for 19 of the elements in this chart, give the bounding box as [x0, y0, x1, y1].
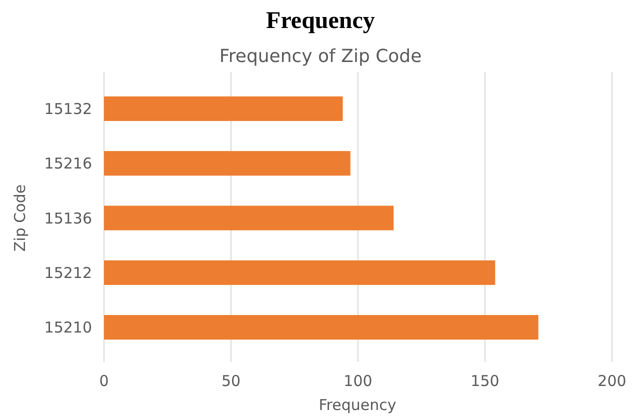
x-tick-label: 200 — [598, 372, 626, 390]
bar — [104, 260, 496, 285]
chart-title: Frequency — [266, 8, 375, 34]
y-tick-label: 15212 — [44, 264, 92, 282]
chart-subtitle: Frequency of Zip Code — [219, 46, 422, 67]
bar — [104, 315, 538, 340]
bar — [104, 96, 343, 121]
y-axis-title: Zip Code — [11, 184, 29, 252]
y-tick-label: 15210 — [44, 318, 92, 337]
x-tick-label: 100 — [344, 372, 372, 390]
x-tick-label: 0 — [99, 372, 109, 390]
x-axis-title: Frequency — [318, 396, 396, 414]
bar — [104, 151, 350, 176]
x-tick-label: 50 — [221, 372, 241, 390]
y-tick-label: 15216 — [44, 154, 92, 173]
y-tick-label: 15132 — [44, 100, 92, 118]
x-tick-label: 150 — [470, 372, 500, 390]
bar — [104, 206, 394, 230]
y-tick-label: 15136 — [44, 209, 92, 228]
